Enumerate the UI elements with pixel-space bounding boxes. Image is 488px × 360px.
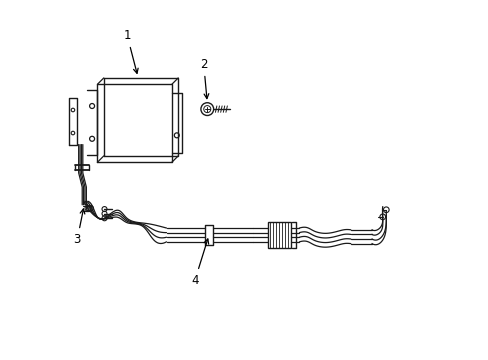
Text: 3: 3	[73, 209, 84, 246]
Text: 2: 2	[200, 58, 208, 99]
Text: 4: 4	[191, 239, 208, 287]
Text: 1: 1	[123, 29, 138, 73]
Bar	[267, 222, 290, 248]
